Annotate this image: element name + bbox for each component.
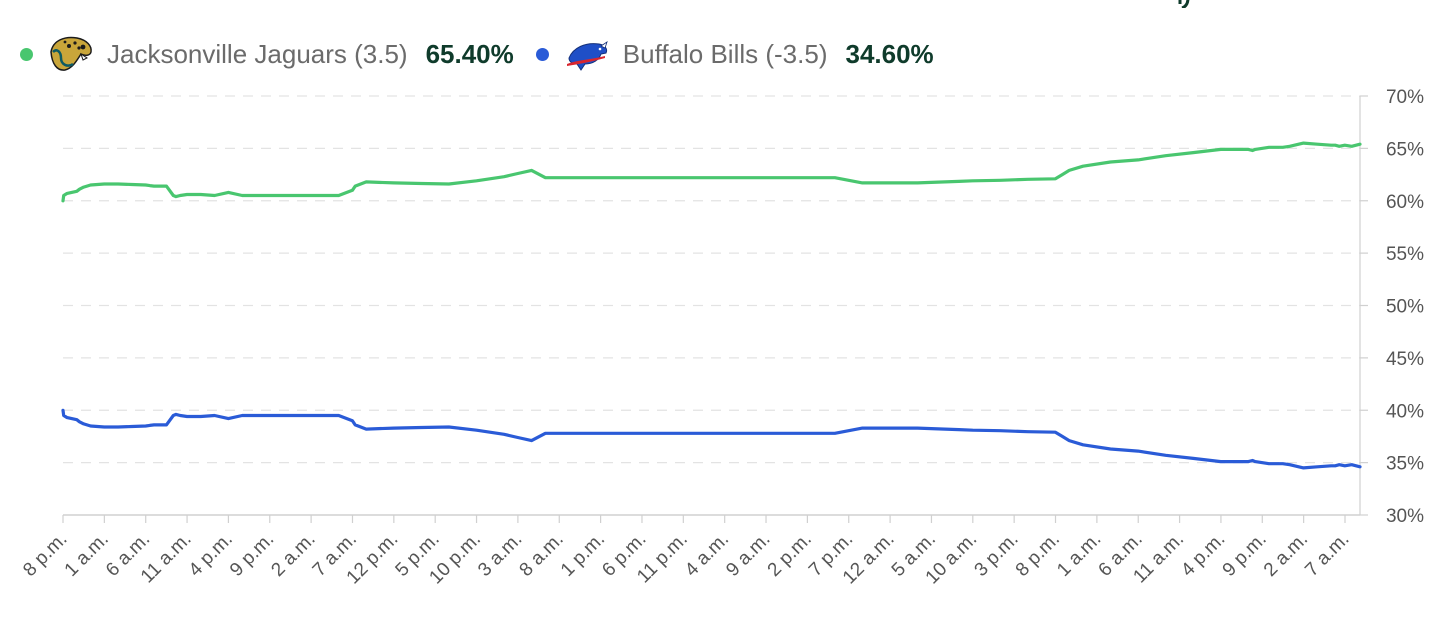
cropped-mark [1178,0,1190,8]
x-tick-label: 8 p.m. [1012,529,1064,581]
x-tick-label: 9 a.m. [722,529,774,581]
y-axis: 70% 65% 60% 55% 50% 45% 40% 35% 30% [1359,87,1424,527]
x-tick-label: 7 a.m. [1301,529,1353,581]
x-tick-label: 3 p.m. [971,529,1023,581]
x-axis: 8 p.m.1 a.m.6 a.m.11 a.m.4 p.m.9 p.m.2 a… [19,515,1354,588]
y-tick-label: 65% [1386,139,1424,160]
bills-legend-dot [535,47,549,61]
series-lines [61,141,1362,470]
x-tick-label: 4 p.m. [1177,529,1229,581]
y-tick-label: 70% [1386,87,1424,108]
x-tick-label: 2 a.m. [1260,529,1312,581]
y-tick-label: 40% [1386,401,1424,422]
y-tick-label: 45% [1386,349,1424,370]
y-tick-label: 55% [1386,244,1424,265]
legend-entry-jaguars[interactable]: Jacksonville Jaguars (3.5) 65.40% [20,34,514,74]
jaguar-head-icon [50,36,92,71]
x-tick-label: 3 a.m. [474,529,526,581]
legend-entry-bills[interactable]: Buffalo Bills (-3.5) 34.60% [535,34,934,74]
bills-percentage: 34.60% [845,38,934,69]
grid [63,95,1360,516]
x-tick-label: 9 p.m. [226,529,278,581]
jaguars-name: Jacksonville Jaguars (3.5) [107,38,408,69]
series-line-jaguars[interactable] [61,141,1362,203]
x-tick-label: 1 a.m. [1053,529,1105,581]
y-tick-label: 60% [1386,192,1424,213]
chart-legend: Jacksonville Jaguars (3.5) 65.40% Buffal… [20,34,956,74]
series-line-bills[interactable] [61,408,1362,470]
jaguars-legend-dot [20,47,33,61]
x-tick-label: 2 p.m. [764,529,816,581]
y-tick-label: 30% [1386,506,1424,527]
x-tick-label: 4 a.m. [681,529,733,581]
charging-buffalo-icon [566,41,608,71]
bills-name: Buffalo Bills (-3.5) [622,38,828,69]
x-tick-label: 8 a.m. [516,529,568,581]
x-tick-label: 1 p.m. [557,529,609,581]
jaguars-percentage: 65.40% [425,38,514,69]
x-tick-label: 8 p.m. [19,529,71,581]
x-tick-label: 4 p.m. [185,529,237,581]
x-tick-label: 2 a.m. [267,529,319,581]
x-tick-label: 9 p.m. [1219,529,1271,581]
y-tick-label: 50% [1386,297,1424,318]
x-tick-label: 1 a.m. [61,529,113,581]
y-tick-label: 35% [1386,454,1424,475]
